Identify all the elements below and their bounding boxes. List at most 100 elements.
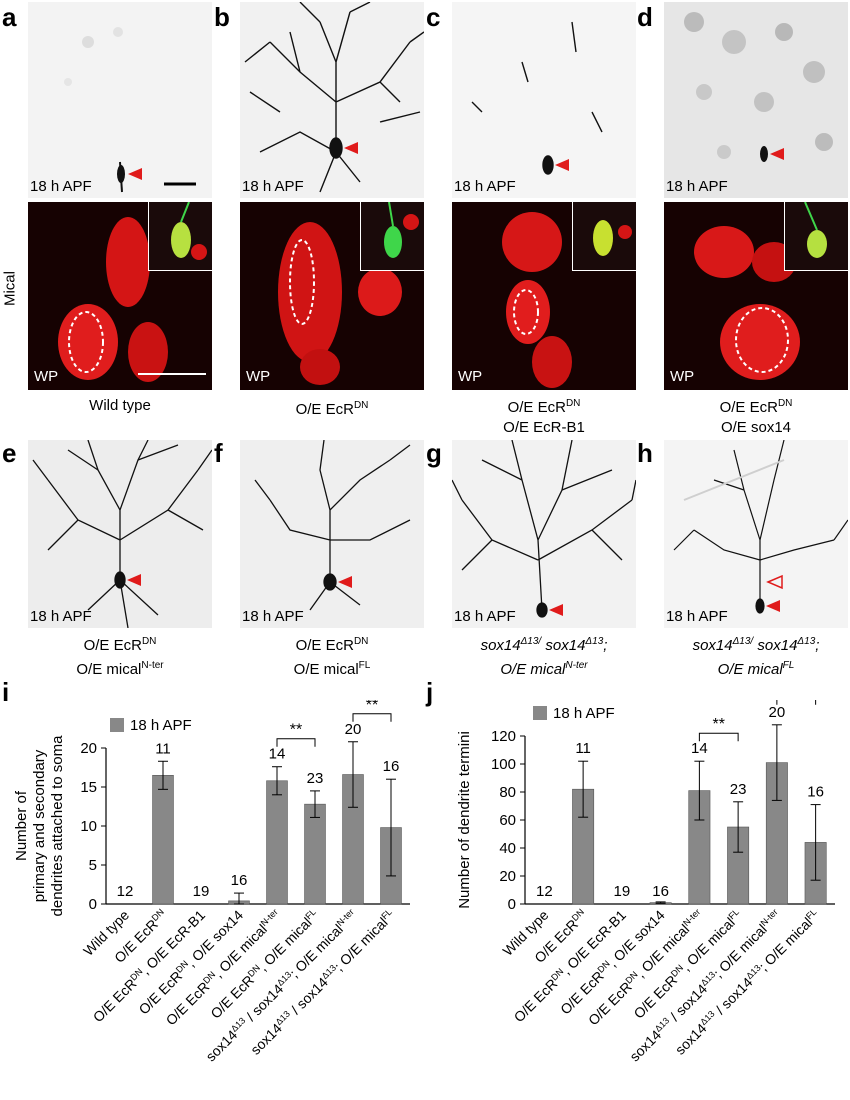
y-tick-label: 15	[80, 779, 97, 796]
time-tag: 18 h APF	[30, 178, 92, 195]
fluor-image-d-wp: WP	[664, 202, 848, 390]
bar	[266, 780, 288, 905]
time-tag: 18 h APF	[242, 608, 304, 625]
n-label: 23	[307, 770, 324, 787]
y-tick-label: 0	[89, 896, 97, 913]
n-label: 16	[383, 758, 400, 775]
caption-line: O/E EcRDN	[295, 400, 369, 418]
time-tag: 18 h APF	[454, 178, 516, 195]
legend-swatch	[533, 706, 547, 720]
panel-label-c: c	[426, 2, 441, 32]
y-tick-label: 120	[491, 728, 516, 745]
genotype-caption-e: O/E EcRDN O/E micalN-ter	[76, 636, 164, 678]
n-label: 14	[691, 740, 708, 757]
n-label: 11	[575, 740, 591, 757]
genotype-caption-h: sox14Δ13/ sox14Δ13; O/E micalFL	[692, 636, 820, 678]
genotype-caption-g: sox14Δ13/ sox14Δ13; O/E micalN-ter	[480, 636, 608, 678]
stage-tag: WP	[34, 368, 59, 385]
micrograph-h-18h: 18 h APF	[664, 440, 848, 628]
significance-bracket	[352, 713, 392, 722]
significance-bracket	[776, 700, 817, 705]
y-tick-label: 5	[89, 857, 97, 874]
y-tick-label: 60	[499, 812, 516, 829]
legend-label: 18 h APF	[130, 717, 192, 734]
y-tick-label: 10	[80, 818, 97, 835]
panel-label-j: j	[426, 677, 434, 707]
micrograph-a-18h: 18 h APF	[28, 2, 212, 198]
micrograph-g-18h: 18 h APF	[452, 440, 636, 628]
category-label: sox14Δ13 / sox14Δ13; O/E micalFL	[672, 907, 823, 1058]
panel-label-g: g	[426, 438, 442, 468]
n-label: 19	[193, 883, 210, 900]
time-tag: 18 h APF	[454, 608, 516, 625]
stage-tag: WP	[670, 368, 695, 385]
panel-label-a: a	[2, 2, 17, 32]
y-tick-label: 20	[499, 868, 516, 885]
fluor-image-c-wp: WP	[452, 202, 636, 390]
micrograph-b-18h: 18 h APF	[240, 2, 424, 198]
panel-label-i: i	[2, 677, 10, 707]
y-tick-label: 80	[499, 784, 516, 801]
n-label: 16	[807, 784, 824, 801]
inset-merge	[360, 202, 424, 271]
n-label: 12	[536, 883, 553, 900]
significance-label: **	[713, 716, 725, 733]
genotype-caption-f: O/E EcRDN O/E micalFL	[293, 636, 371, 678]
time-tag: 18 h APF	[30, 608, 92, 625]
n-label: 11	[155, 740, 171, 757]
chart-j: 0 20 40 60 80 100 120 Number of dendrite termin…	[456, 700, 835, 1064]
stage-tag: WP	[458, 368, 483, 385]
micrograph-d-18h: 18 h APF	[664, 2, 848, 198]
category-label: sox14Δ13 / sox14Δ13; O/E micalFL	[247, 907, 398, 1058]
y-axis-label: Number of dendrite termini	[456, 731, 473, 909]
y-axis-label: primary and secondary	[31, 749, 48, 902]
n-label: 20	[345, 721, 362, 738]
y-tick-label: 40	[499, 840, 516, 857]
panel-label-h: h	[637, 438, 653, 468]
n-label: 16	[652, 883, 669, 900]
micrograph-c-18h: 18 h APF	[452, 2, 636, 198]
significance-bracket	[276, 738, 316, 747]
y-tick-label: 0	[508, 896, 516, 913]
bar-chart-dendrites-attached: 0 5 10 15 20 Number of primary and secondary de…	[13, 700, 410, 1064]
time-tag: 18 h APF	[666, 608, 728, 625]
open-arrowhead-icon	[766, 574, 783, 590]
n-label: 20	[769, 704, 786, 721]
panel-label-b: b	[214, 2, 230, 32]
arrowhead-icon	[549, 604, 563, 616]
genotype-caption-b: O/E EcRDN	[240, 396, 424, 420]
n-label: 12	[117, 883, 134, 900]
bar	[304, 803, 326, 905]
fluor-image-b-wp: WP	[240, 202, 424, 390]
y-axis-label: Number of	[13, 790, 30, 861]
y-tick-label: 20	[80, 740, 97, 757]
stage-tag: WP	[246, 368, 271, 385]
arrowhead-icon	[128, 168, 142, 180]
inset-merge	[148, 202, 212, 271]
n-label: 19	[614, 883, 631, 900]
panel-label-d: d	[637, 2, 653, 32]
arrowhead-icon	[127, 574, 141, 586]
chart-i: 0 5 10 15 20 Number of primary and secondary de…	[13, 700, 410, 1064]
arrowhead-icon	[766, 600, 780, 612]
arrowhead-icon	[770, 148, 784, 160]
time-tag: 18 h APF	[242, 178, 304, 195]
bar	[152, 775, 174, 905]
n-label: 14	[269, 746, 286, 763]
genotype-caption-d: O/E EcRDN O/E sox14	[719, 398, 793, 436]
arrowhead-icon	[338, 576, 352, 588]
bar-chart-dendrite-termini: 0 20 40 60 80 100 120 Number of dendrite termin…	[456, 700, 835, 1064]
micrograph-f-18h: 18 h APF	[240, 440, 424, 628]
y-tick-label: 100	[491, 756, 516, 773]
panel-label-e: e	[2, 438, 17, 468]
n-label: 23	[730, 781, 747, 798]
n-label: 16	[231, 872, 248, 889]
genotype-caption-a: Wild type	[89, 397, 151, 414]
inset-merge	[784, 202, 848, 271]
arrowhead-icon	[555, 159, 569, 171]
micrograph-e-18h: 18 h APF	[28, 440, 212, 628]
inset-merge	[572, 202, 636, 271]
legend-label: 18 h APF	[553, 705, 615, 722]
y-axis-label: dendrites attached to soma	[49, 735, 66, 917]
significance-label: **	[290, 722, 302, 739]
